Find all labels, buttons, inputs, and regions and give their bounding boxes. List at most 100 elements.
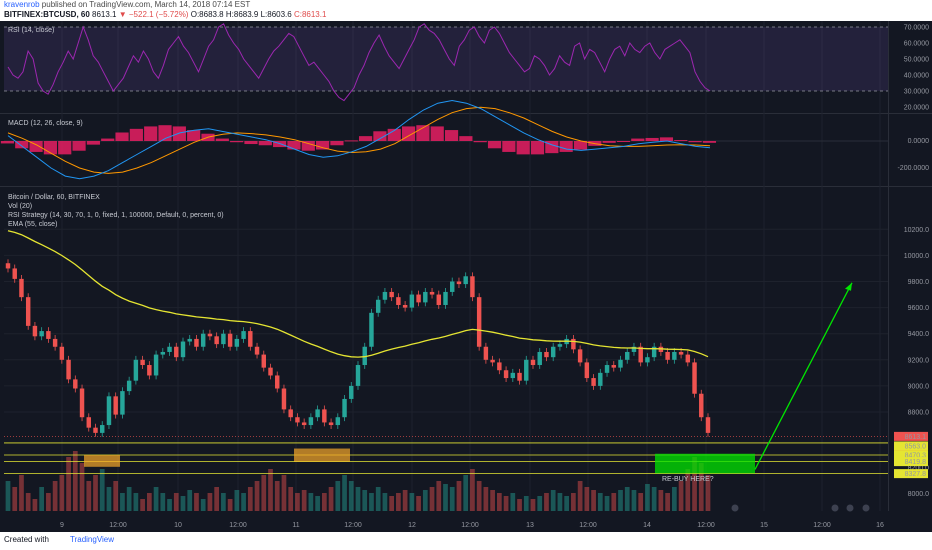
author-link[interactable]: kravenrob: [4, 0, 40, 9]
volume-bar: [557, 493, 563, 511]
volume-bar: [483, 487, 489, 511]
published-text: published on TradingView.com, March 14, …: [39, 0, 251, 9]
candle-body: [591, 378, 596, 386]
candle-body: [281, 388, 287, 410]
volume-bar: [288, 487, 294, 511]
candle-body: [678, 351, 684, 355]
candle-body: [604, 365, 610, 373]
macd-line: [7, 99, 711, 180]
time-tick-label: 13: [526, 522, 534, 529]
candle-body: [79, 388, 85, 418]
candle-body: [12, 268, 17, 279]
candle-body: [214, 336, 219, 345]
volume-bar: [705, 475, 711, 511]
candle-body: [625, 351, 630, 360]
candle-body: [611, 365, 616, 368]
price-tick-label: 10200.0: [904, 227, 929, 234]
rsi-band: [4, 27, 888, 91]
volume-bar: [268, 469, 273, 511]
volume-bar: [281, 475, 287, 511]
volume-bar: [517, 499, 522, 511]
price-axis-badge-label: 8419.8: [905, 459, 927, 466]
tradingview-logo[interactable]: TradingView: [70, 535, 115, 544]
candle-body: [503, 370, 509, 379]
candle-body: [200, 333, 206, 347]
time-tick-label: 12:00: [813, 522, 831, 529]
time-tick-label: 12:00: [109, 522, 127, 529]
macd-histogram-bar: [258, 141, 272, 146]
candle-body: [342, 398, 347, 418]
candle-body: [126, 380, 132, 392]
volume-bar: [571, 493, 576, 511]
volume-bar: [308, 493, 314, 511]
macd-histogram-bar: [101, 138, 115, 141]
volume-bar: [247, 487, 253, 511]
volume-bar: [645, 484, 650, 511]
price-axis-badge-label: 8470.3: [905, 453, 927, 460]
time-tick-label: 12:00: [579, 522, 597, 529]
candle-body: [32, 325, 38, 337]
candle-body: [25, 297, 31, 326]
candle-body: [375, 299, 381, 313]
symbol-label[interactable]: BITFINEX:BTCUSD, 60: [4, 10, 90, 19]
candle-body: [160, 351, 166, 355]
volume-bar: [126, 487, 132, 511]
volume-bar: [429, 487, 435, 511]
volume-bar: [369, 493, 374, 511]
volume-bar: [328, 487, 334, 511]
macd-histogram-bar: [688, 141, 702, 143]
macd-histogram-bar: [674, 140, 688, 142]
candle-body: [470, 276, 475, 298]
volume-bar: [416, 496, 421, 511]
support-zone: [84, 455, 120, 467]
time-tick-label: 12:00: [229, 522, 247, 529]
candle-body: [382, 291, 388, 300]
macd-histogram-bar: [115, 132, 129, 141]
time-tick-label: 15: [760, 522, 768, 529]
volume-bar: [32, 499, 38, 511]
candle-body: [584, 362, 590, 379]
macd-tick-label: 0.0000: [908, 138, 930, 145]
candle-body: [537, 351, 542, 366]
volume-bar: [396, 493, 401, 511]
candle-body: [194, 338, 199, 347]
candle-body: [174, 346, 179, 358]
time-tick-label: 11: [292, 522, 299, 529]
volume-bar: [544, 493, 549, 511]
rsi-tick-label: 70.0000: [904, 25, 929, 32]
candle-body: [638, 346, 643, 363]
open-value: O:8683.8: [190, 10, 224, 19]
macd-histogram-bar: [187, 130, 201, 141]
candle-body: [93, 427, 98, 433]
volume-bar: [274, 481, 280, 511]
candle-body: [5, 263, 11, 269]
rsi-line: [7, 23, 711, 102]
volume-bar: [651, 487, 657, 511]
chart-canvas[interactable]: RSI (14, close) 70.0000 60.0000 50.0000 40.0…: [0, 21, 932, 532]
volume-bar: [658, 490, 664, 511]
macd-histogram-bar: [659, 137, 674, 141]
price-change: ▼ −522.1 (−5.72%): [118, 10, 189, 19]
candle-body: [705, 417, 711, 433]
volume-bar: [375, 487, 381, 511]
last-price: 8613.1: [92, 10, 117, 19]
volume-bar: [631, 490, 637, 511]
rsi-tick-label: 50.0000: [904, 57, 929, 64]
volume-bar: [79, 463, 85, 511]
candle-body: [692, 362, 697, 394]
volume-bar: [523, 496, 529, 511]
macd-histogram-bar: [301, 141, 315, 151]
time-tick-label: 12:00: [461, 522, 479, 529]
macd-histogram-bar: [459, 136, 473, 141]
macd-histogram-bar: [373, 131, 387, 141]
volume-bar: [200, 499, 206, 511]
target-arrowhead: [845, 282, 852, 291]
volume-bar: [443, 484, 448, 511]
volume-bar: [550, 490, 556, 511]
macd-histogram-bar: [559, 141, 573, 152]
candle-body: [86, 417, 91, 428]
volume-bar: [160, 493, 166, 511]
candle-body: [254, 346, 260, 355]
candle-body: [517, 372, 522, 381]
volume-bar: [261, 475, 267, 511]
